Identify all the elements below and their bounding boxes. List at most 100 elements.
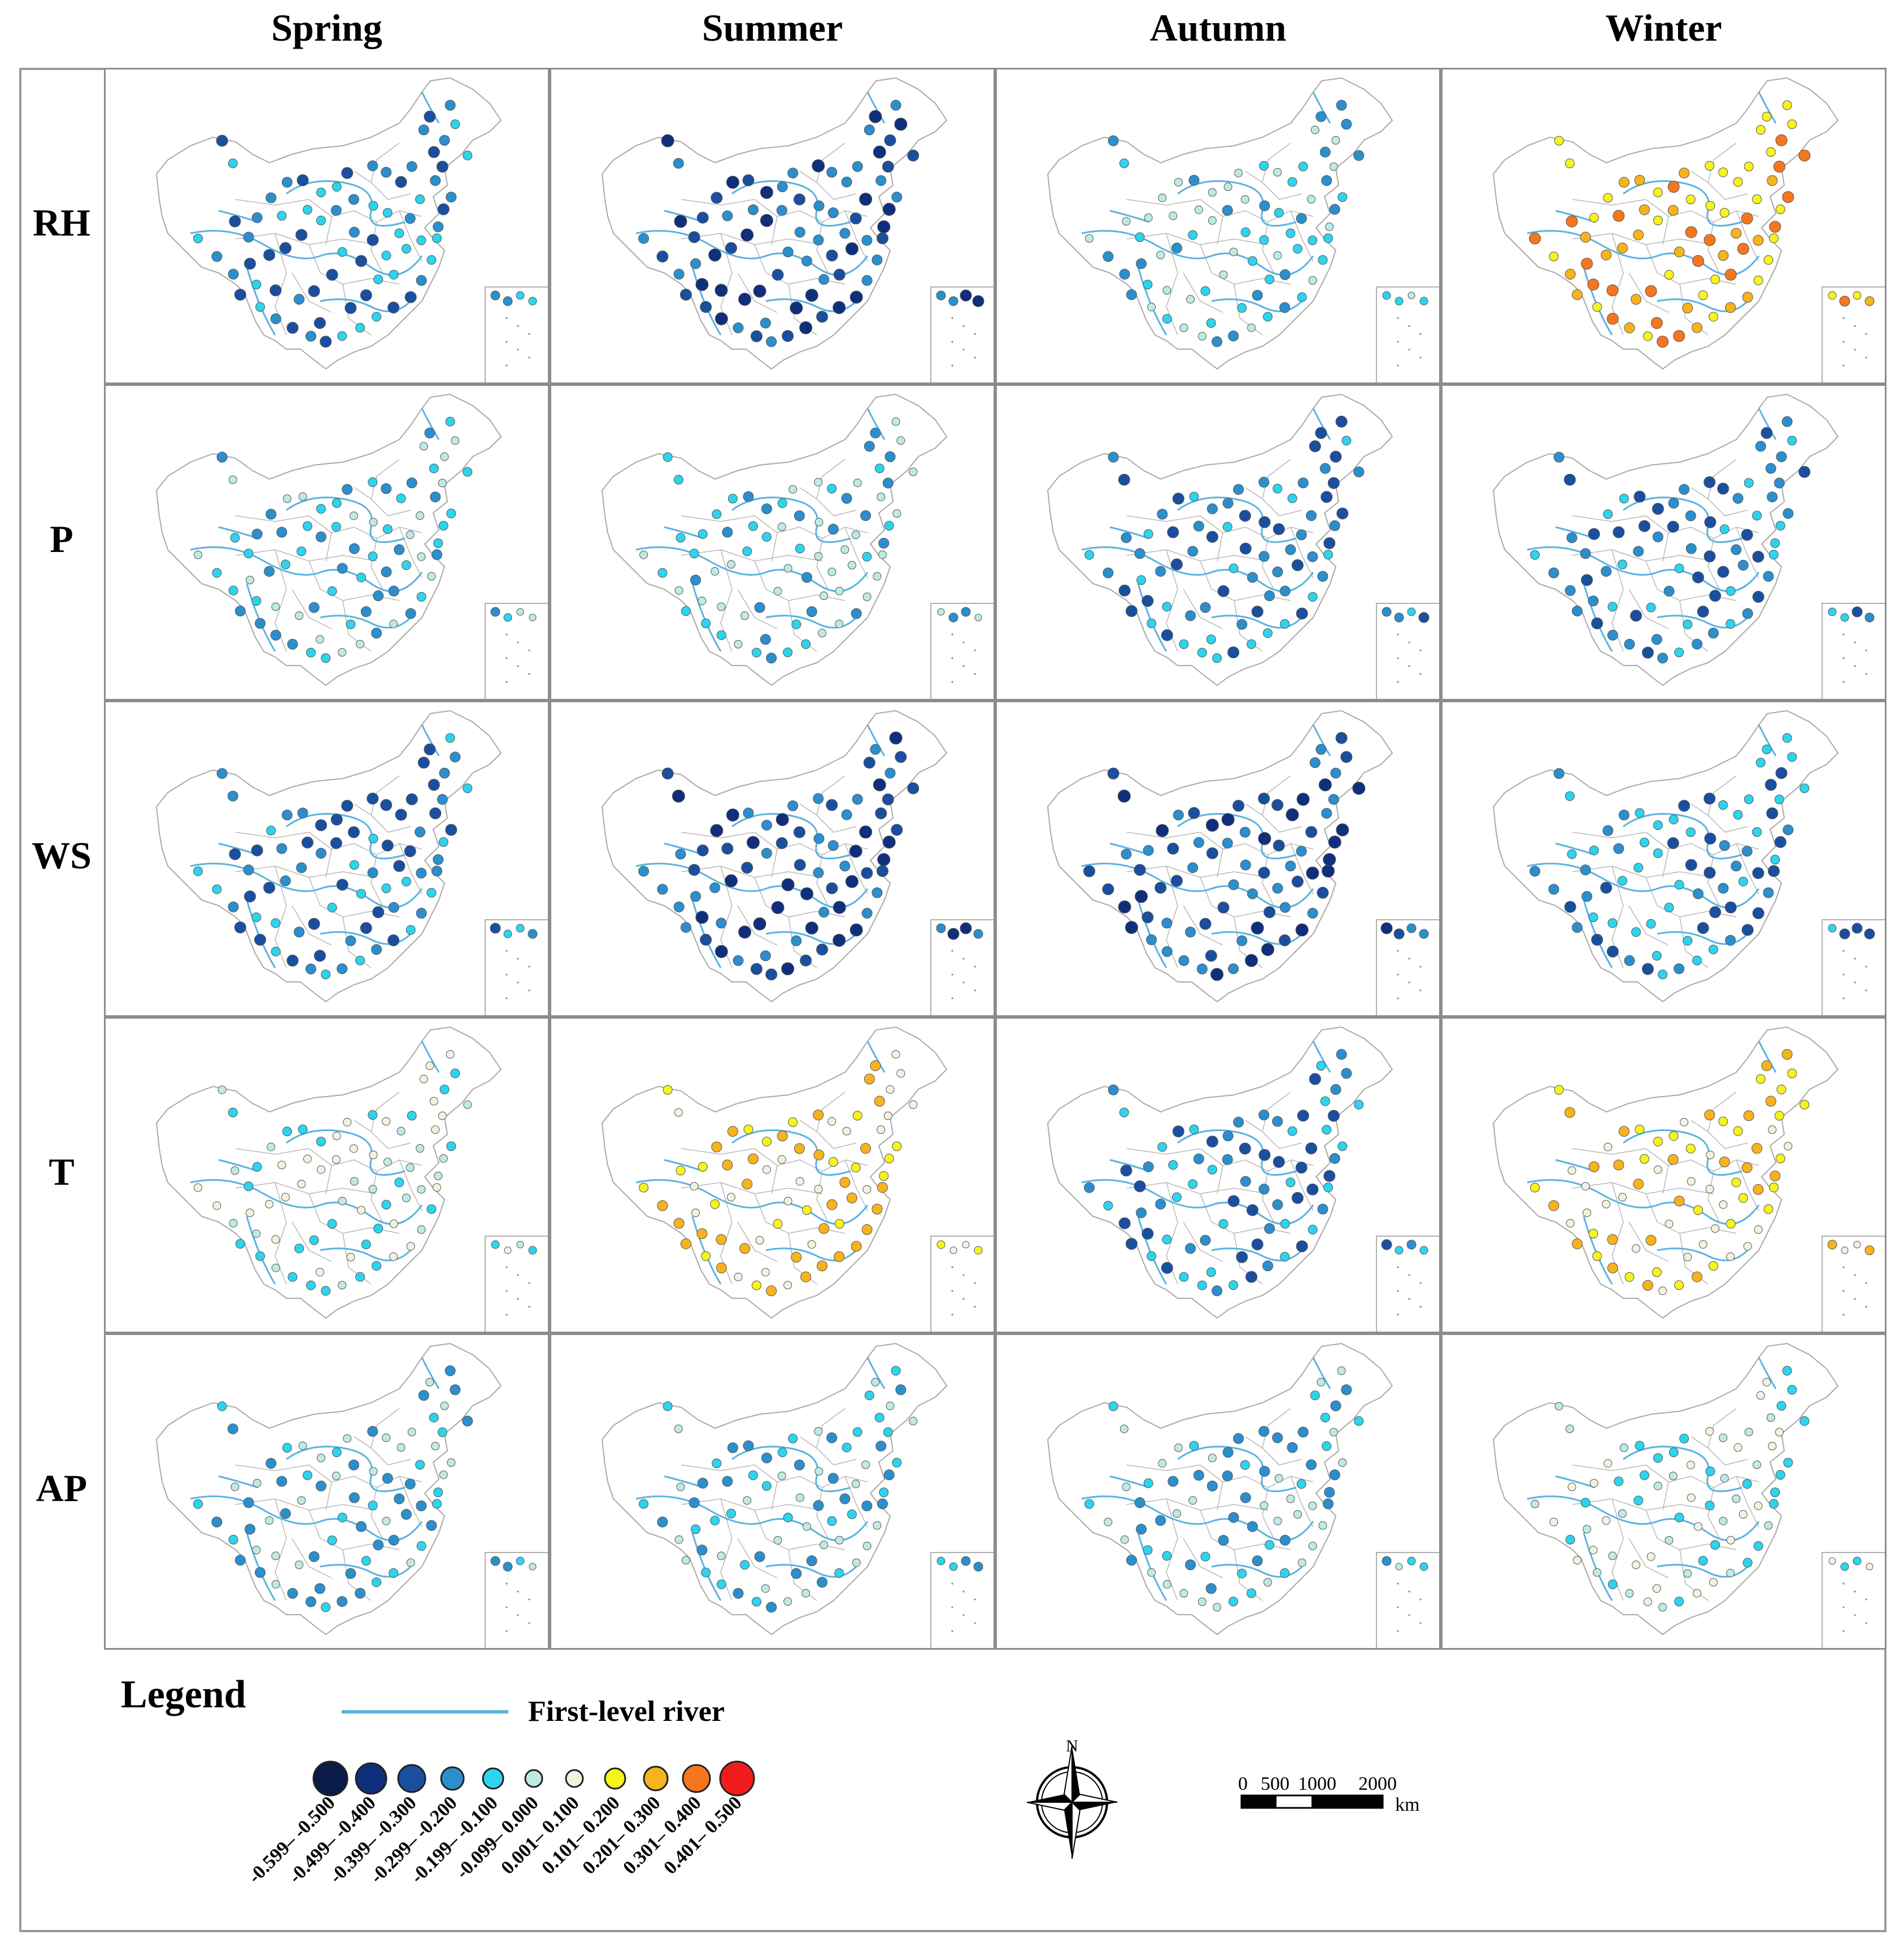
station-marker [1732, 1494, 1741, 1503]
station-marker [1296, 846, 1307, 857]
station-marker [1118, 1217, 1131, 1229]
station-marker [878, 537, 890, 549]
station-marker [416, 592, 426, 602]
province-boundary [737, 905, 778, 946]
station-marker [434, 1171, 443, 1180]
station-marker [1743, 1242, 1752, 1251]
station-marker [337, 331, 347, 341]
station-marker [1645, 285, 1657, 297]
station-marker [1705, 1427, 1714, 1436]
south-china-sea-inset [930, 919, 994, 1015]
station-marker [327, 1219, 337, 1229]
station-marker [803, 1522, 812, 1531]
first-level-river [1312, 1041, 1331, 1073]
station-marker [1143, 280, 1153, 290]
station-marker [406, 1242, 415, 1251]
station-marker [1309, 1073, 1321, 1085]
first-level-river [1758, 408, 1777, 440]
station-marker [1638, 520, 1650, 532]
station-marker [367, 1425, 378, 1437]
station-marker [948, 612, 958, 623]
station-marker [743, 1496, 752, 1505]
station-marker [297, 1496, 306, 1505]
station-marker [298, 492, 307, 501]
station-marker [676, 533, 686, 543]
station-marker [1752, 907, 1764, 919]
province-boundary [754, 199, 868, 223]
legend-swatch [355, 1762, 387, 1795]
station-marker [417, 552, 426, 561]
province-boundary [1707, 1171, 1720, 1223]
station-marker [1674, 1597, 1684, 1607]
province-boundary [354, 1120, 411, 1149]
province-boundary [1262, 538, 1274, 590]
station-marker [787, 167, 799, 179]
province-boundary [1707, 538, 1720, 590]
station-marker [1323, 537, 1336, 549]
station-marker [438, 1111, 447, 1120]
station-marker [255, 1251, 265, 1261]
station-marker [294, 1243, 304, 1254]
station-marker [1168, 1160, 1178, 1170]
station-marker [1162, 1551, 1172, 1561]
station-marker [1170, 558, 1183, 571]
province-boundary [308, 515, 422, 539]
station-marker [1296, 1240, 1308, 1253]
station-marker [1618, 1193, 1627, 1202]
station-marker [349, 511, 358, 520]
station-marker [1280, 1568, 1290, 1578]
station-marker [228, 1107, 238, 1118]
station-marker [860, 1143, 872, 1154]
first-level-river [190, 1179, 423, 1225]
station-marker [1162, 286, 1171, 295]
station-marker [503, 296, 513, 306]
station-marker [690, 575, 702, 586]
station-marker [306, 1280, 316, 1290]
station-marker [800, 887, 814, 901]
station-marker [777, 522, 786, 531]
station-marker [726, 1508, 736, 1519]
station-marker [1643, 1597, 1652, 1606]
station-marker [1752, 827, 1762, 837]
station-marker [1174, 178, 1183, 187]
station-marker [826, 167, 838, 178]
province-boundary [371, 221, 383, 273]
station-marker [711, 192, 723, 204]
station-marker [348, 1459, 359, 1471]
station-marker [1726, 586, 1736, 596]
province-boundary [399, 1476, 422, 1528]
station-marker [1323, 1182, 1333, 1193]
station-marker [826, 249, 838, 262]
station-marker [1719, 840, 1730, 851]
station-marker [1103, 251, 1114, 262]
station-marker [1274, 208, 1284, 218]
station-marker [1297, 1110, 1309, 1122]
station-marker [1317, 1377, 1326, 1386]
station-marker [1236, 1251, 1248, 1263]
province-boundary [799, 171, 857, 200]
station-marker [1308, 235, 1318, 245]
station-marker [1762, 744, 1772, 754]
station-marker [1607, 1579, 1618, 1589]
station-marker [1529, 232, 1541, 245]
station-marker [747, 1153, 759, 1164]
station-marker [761, 532, 772, 542]
station-marker [721, 842, 734, 855]
station-marker [1206, 531, 1218, 543]
station-marker [712, 509, 722, 519]
station-marker [243, 1497, 254, 1508]
station-marker [1565, 158, 1575, 168]
station-marker [428, 779, 440, 791]
station-marker [813, 793, 824, 804]
station-marker [372, 1261, 382, 1271]
scale-tick-2000: 2000 [1358, 1773, 1397, 1794]
station-marker [193, 1499, 203, 1509]
station-marker [1354, 1416, 1364, 1426]
station-marker [1601, 566, 1612, 577]
station-marker [755, 1236, 764, 1245]
station-marker [445, 99, 456, 111]
station-marker [1755, 1074, 1766, 1084]
station-marker [1864, 612, 1875, 623]
station-marker [1851, 923, 1863, 934]
station-marker [1783, 1458, 1793, 1468]
